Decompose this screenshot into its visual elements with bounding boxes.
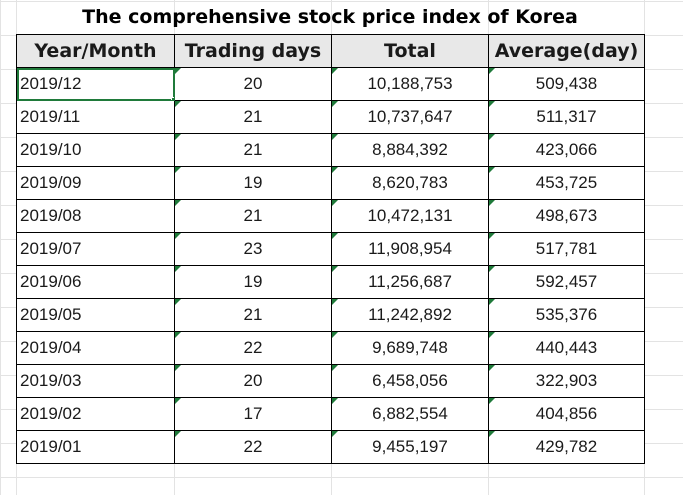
cell-total[interactable]: 9,689,748 — [331, 331, 489, 365]
cell-average[interactable]: 509,438 — [488, 67, 645, 101]
cell-year-month[interactable]: 2019/11 — [16, 100, 175, 134]
fill-handle[interactable] — [171, 97, 174, 100]
cell-total[interactable]: 10,188,753 — [331, 67, 489, 101]
cell-year-month[interactable]: 2019/08 — [16, 199, 175, 233]
cell-year-month[interactable]: 2019/06 — [16, 265, 175, 299]
table-row: 2019/08 21 10,472,131 498,673 — [16, 199, 645, 233]
cell-year-month[interactable]: 2019/09 — [16, 166, 175, 200]
cell-average[interactable]: 511,317 — [488, 100, 645, 134]
header-trading-days[interactable]: Trading days — [174, 34, 332, 68]
cell-year-month-selected[interactable]: 2019/12 — [16, 67, 175, 101]
cell-trading-days[interactable]: 19 — [174, 265, 332, 299]
table-row: 2019/10 21 8,884,392 423,066 — [16, 133, 645, 167]
cell-total[interactable]: 8,620,783 — [331, 166, 489, 200]
header-row: Year/Month Trading days Total Average(da… — [16, 34, 645, 68]
cell-trading-days[interactable]: 23 — [174, 232, 332, 266]
cell-year-month[interactable]: 2019/02 — [16, 397, 175, 431]
cell-total[interactable]: 9,455,197 — [331, 430, 489, 464]
cell-total[interactable]: 10,472,131 — [331, 199, 489, 233]
table-row: 2019/01 22 9,455,197 429,782 — [16, 430, 645, 464]
header-year-month[interactable]: Year/Month — [16, 34, 175, 68]
table-row: 2019/11 21 10,737,647 511,317 — [16, 100, 645, 134]
cell-text: 2019/12 — [20, 74, 82, 93]
cell-total[interactable]: 11,256,687 — [331, 265, 489, 299]
cell-total[interactable]: 8,884,392 — [331, 133, 489, 167]
sheet-title[interactable]: The comprehensive stock price index of K… — [82, 6, 578, 28]
cell-year-month[interactable]: 2019/04 — [16, 331, 175, 365]
cell-trading-days[interactable]: 17 — [174, 397, 332, 431]
cell-average[interactable]: 592,457 — [488, 265, 645, 299]
cell-average[interactable]: 429,782 — [488, 430, 645, 464]
cell-average[interactable]: 453,725 — [488, 166, 645, 200]
table-row: 2019/05 21 11,242,892 535,376 — [16, 298, 645, 332]
cell-trading-days[interactable]: 21 — [174, 100, 332, 134]
cell-trading-days[interactable]: 20 — [174, 67, 332, 101]
table-row: 2019/06 19 11,256,687 592,457 — [16, 265, 645, 299]
table-row: 2019/09 19 8,620,783 453,725 — [16, 166, 645, 200]
data-table: Year/Month Trading days Total Average(da… — [16, 34, 645, 464]
cell-average[interactable]: 517,781 — [488, 232, 645, 266]
cell-average[interactable]: 404,856 — [488, 397, 645, 431]
cell-total[interactable]: 6,458,056 — [331, 364, 489, 398]
cell-average[interactable]: 498,673 — [488, 199, 645, 233]
table-row: 2019/03 20 6,458,056 322,903 — [16, 364, 645, 398]
cell-trading-days[interactable]: 21 — [174, 133, 332, 167]
cell-year-month[interactable]: 2019/03 — [16, 364, 175, 398]
header-average-day[interactable]: Average(day) — [488, 34, 645, 68]
cell-year-month[interactable]: 2019/01 — [16, 430, 175, 464]
cell-year-month[interactable]: 2019/07 — [16, 232, 175, 266]
cell-average[interactable]: 423,066 — [488, 133, 645, 167]
cell-total[interactable]: 6,882,554 — [331, 397, 489, 431]
cell-trading-days[interactable]: 22 — [174, 331, 332, 365]
table-row: 2019/07 23 11,908,954 517,781 — [16, 232, 645, 266]
cell-year-month[interactable]: 2019/10 — [16, 133, 175, 167]
cell-trading-days[interactable]: 21 — [174, 298, 332, 332]
cell-average[interactable]: 440,443 — [488, 331, 645, 365]
table-row: 2019/04 22 9,689,748 440,443 — [16, 331, 645, 365]
cell-average[interactable]: 322,903 — [488, 364, 645, 398]
cell-trading-days[interactable]: 21 — [174, 199, 332, 233]
cell-total[interactable]: 11,242,892 — [331, 298, 489, 332]
table-row: 2019/12 20 10,188,753 509,438 — [16, 67, 645, 101]
table-row: 2019/02 17 6,882,554 404,856 — [16, 397, 645, 431]
cell-trading-days[interactable]: 22 — [174, 430, 332, 464]
cell-trading-days[interactable]: 20 — [174, 364, 332, 398]
cell-total[interactable]: 10,737,647 — [331, 100, 489, 134]
header-total[interactable]: Total — [331, 34, 489, 68]
cell-trading-days[interactable]: 19 — [174, 166, 332, 200]
cell-year-month[interactable]: 2019/05 — [16, 298, 175, 332]
cell-total[interactable]: 11,908,954 — [331, 232, 489, 266]
cell-average[interactable]: 535,376 — [488, 298, 645, 332]
